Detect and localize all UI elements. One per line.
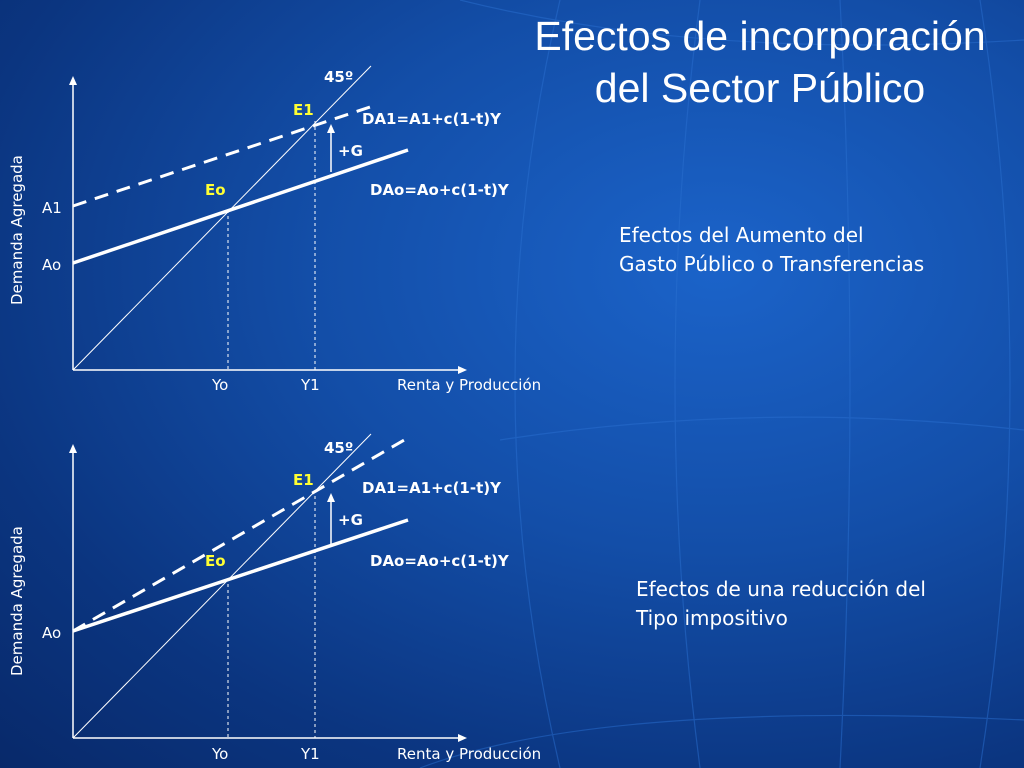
diagram-2: Demanda Agregada Renta y Producción 45º …	[8, 433, 541, 763]
note-gasto-publico: Efectos del Aumento del Gasto Público o …	[619, 221, 924, 279]
note-tipo-impositivo: Efectos de una reducción del Tipo imposi…	[636, 575, 926, 633]
slide-title: Efectos de incorporación del Sector Públ…	[480, 10, 1024, 114]
d1-tick-yo: Yo	[211, 376, 228, 394]
d2-curve-dao: DAo=Ao+c(1-t)Y	[370, 552, 510, 570]
d1-x-axis-label: Renta y Producción	[397, 376, 541, 394]
title-line-1: Efectos de incorporación	[534, 13, 986, 59]
d2-x-axis-label: Renta y Producción	[397, 745, 541, 763]
d2-shift-label: +G	[338, 511, 363, 529]
note1-line-1: Efectos del Aumento del	[619, 223, 864, 247]
d1-point-eo: Eo	[205, 181, 226, 199]
note1-line-2: Gasto Público o Transferencias	[619, 252, 925, 276]
note2-line-1: Efectos de una reducción del	[636, 577, 926, 601]
d2-point-eo: Eo	[205, 552, 226, 570]
d2-da1-line	[72, 437, 407, 633]
d2-tick-yo: Yo	[211, 745, 228, 763]
d1-curve-dao: DAo=Ao+c(1-t)Y	[370, 181, 510, 199]
d1-intercept-ao: Ao	[42, 256, 61, 274]
diagram-1: Demanda Agregada Renta y Producción 45º …	[8, 65, 541, 394]
d2-45-degree-line	[72, 433, 372, 739]
d2-tick-y1: Y1	[300, 745, 320, 763]
d2-curve-da1: DA1=A1+c(1-t)Y	[362, 479, 502, 497]
d1-intercept-a1: A1	[42, 199, 62, 217]
d1-dao-line	[72, 148, 409, 265]
d1-da1-line	[72, 105, 371, 208]
d1-45-degree-line	[72, 65, 372, 371]
d2-point-e1: E1	[293, 471, 314, 489]
d1-curve-da1: DA1=A1+c(1-t)Y	[362, 110, 502, 128]
d1-point-e1: E1	[293, 101, 314, 119]
d1-angle-label: 45º	[324, 68, 353, 86]
d2-y-axis-label: Demanda Agregada	[8, 526, 26, 676]
d2-dao-line	[72, 518, 409, 633]
d2-intercept-ao: Ao	[42, 624, 61, 642]
d2-angle-label: 45º	[324, 439, 353, 457]
title-line-2: del Sector Público	[594, 65, 926, 111]
note2-line-2: Tipo impositivo	[636, 606, 788, 630]
d1-y-axis-label: Demanda Agregada	[8, 155, 26, 305]
d1-shift-label: +G	[338, 142, 363, 160]
d1-tick-y1: Y1	[300, 376, 320, 394]
